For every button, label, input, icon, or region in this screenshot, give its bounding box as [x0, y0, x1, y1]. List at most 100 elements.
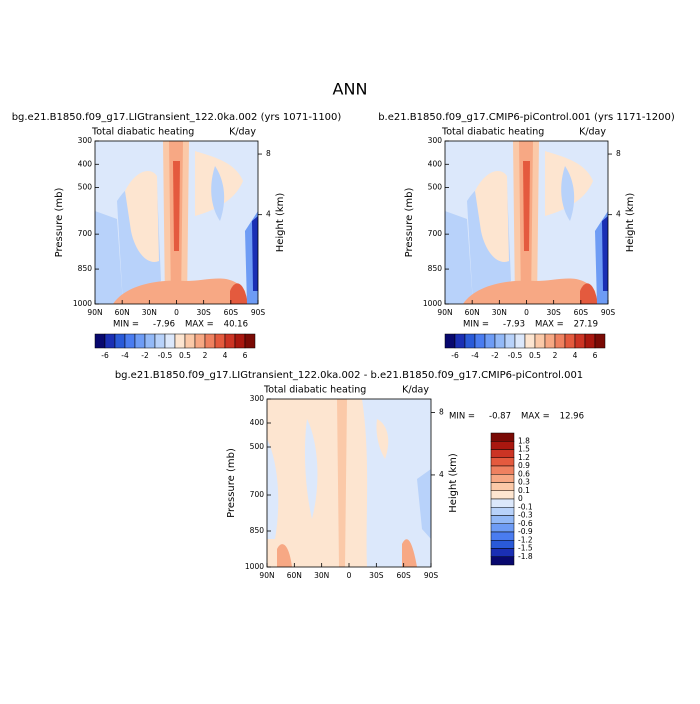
y-tick-label: 400	[78, 159, 93, 168]
x-tick-label: 60N	[287, 571, 302, 580]
x-tick-label: 30N	[314, 571, 329, 580]
left-label: Total diabatic heating	[441, 127, 544, 138]
x-tick-label: 60S	[224, 308, 239, 317]
colorbar-label: 1.5	[518, 445, 530, 454]
colorbar-box	[490, 515, 515, 524]
colorbar-box	[444, 333, 456, 349]
x-tick-label: 60N	[465, 308, 480, 317]
x-tick-label: 30N	[492, 308, 507, 317]
x-tick-label: 30S	[197, 308, 212, 317]
min-value: -7.96	[153, 320, 175, 330]
colorbar-box	[490, 449, 515, 458]
colorbar-box	[564, 333, 576, 349]
colorbar-label: 2	[553, 351, 558, 360]
contour-field	[267, 399, 431, 567]
y2-tick-label: 4	[616, 210, 621, 219]
colorbar-box	[490, 432, 515, 442]
colorbar-box	[490, 556, 515, 566]
colorbar-label: -0.5	[508, 351, 523, 360]
colorbar-label: 0.5	[179, 351, 191, 360]
colorbar-label: -0.1	[518, 502, 533, 511]
x-tick-label: 60S	[397, 571, 412, 580]
colorbar-box	[490, 531, 515, 541]
x-tick-label: 90S	[424, 571, 439, 580]
colorbar-label: -0.6	[518, 519, 533, 528]
colorbar-box	[214, 333, 226, 349]
colorbar-box	[494, 333, 506, 349]
colorbar-label: -1.2	[518, 535, 533, 544]
colorbar-label: -0.9	[518, 527, 533, 536]
colorbar-label: 4	[223, 351, 228, 360]
colorbar-box	[174, 333, 186, 349]
colorbar-box	[114, 333, 126, 349]
y-tick-label: 1000	[423, 299, 442, 308]
y2-tick-label: 8	[616, 149, 621, 158]
colorbar-box	[524, 333, 536, 349]
colorbar-box	[544, 333, 556, 349]
colorbar-box	[490, 490, 515, 500]
colorbar-label: 6	[243, 351, 248, 360]
colorbar-box	[554, 333, 566, 349]
y-tick-label: 400	[250, 418, 265, 427]
min-text: MIN =	[113, 320, 139, 330]
x-tick-label: 60S	[574, 308, 589, 317]
max-value: 27.19	[574, 320, 598, 330]
max-value: 40.16	[224, 320, 248, 330]
min-value: -7.93	[503, 320, 525, 330]
min-value: -0.87	[489, 412, 511, 422]
x-tick-label: 90N	[437, 308, 452, 317]
colorbar-box	[490, 482, 515, 491]
colorbar-box	[234, 333, 246, 349]
colorbar-box	[454, 333, 466, 349]
colorbar-box	[490, 498, 515, 508]
panel-title: bg.e21.B1850.f09_g17.LIGtransient_122.0k…	[12, 112, 342, 123]
colorbar-box	[124, 333, 136, 349]
colorbar-label: 0.3	[518, 478, 530, 487]
max-text: MAX =	[535, 320, 564, 330]
y-tick-label: 300	[250, 394, 265, 403]
colorbar-box	[504, 333, 516, 349]
min-text: MIN =	[449, 412, 475, 422]
y-tick-label: 700	[78, 229, 93, 238]
panel-title: b.e21.B1850.f09_g17.CMIP6-piControl.001 …	[378, 112, 675, 123]
y-tick-label: 850	[250, 526, 265, 535]
colorbar-box	[464, 333, 476, 349]
colorbar-box	[534, 333, 546, 349]
y-tick-label: 850	[78, 264, 93, 273]
colorbar-box	[490, 548, 515, 557]
colorbar-box	[474, 333, 486, 349]
x-tick-label: 90N	[259, 571, 274, 580]
y-tick-label: 700	[250, 490, 265, 499]
x-tick-label: 0	[524, 308, 529, 317]
y-tick-label: 400	[428, 159, 443, 168]
colorbar-label: -0.5	[158, 351, 173, 360]
panel-title: bg.e21.B1850.f09_g17.LIGtransient_122.0k…	[115, 370, 583, 381]
colorbar-box	[164, 333, 176, 349]
colorbar-label: 4	[573, 351, 578, 360]
colorbar-box	[484, 333, 496, 349]
y-tick-label: 700	[428, 229, 443, 238]
colorbar-box	[244, 333, 256, 349]
colorbar-box	[144, 333, 156, 349]
y-tick-label: 300	[428, 136, 443, 145]
y2-axis-label: Height (km)	[275, 193, 286, 253]
x-tick-label: 30S	[547, 308, 562, 317]
colorbar-label: 1.2	[518, 453, 530, 462]
y-tick-label: 850	[428, 264, 443, 273]
contour-field	[445, 141, 608, 304]
y-tick-label: 500	[78, 183, 93, 192]
colorbar-label: -1.5	[518, 544, 533, 553]
colorbar-label: 6	[593, 351, 598, 360]
figure-title: ANN	[333, 80, 368, 99]
colorbar-box	[584, 333, 596, 349]
colorbar-label: 0	[518, 494, 523, 503]
contour-field	[95, 141, 258, 304]
colorbar-box	[574, 333, 586, 349]
left-label: Total diabatic heating	[91, 127, 194, 138]
x-tick-label: 90N	[87, 308, 102, 317]
colorbar-label: 0.6	[518, 469, 530, 478]
colorbar-label: 1.8	[518, 436, 530, 445]
colorbar-label: -0.3	[518, 511, 533, 520]
max-text: MAX =	[521, 412, 550, 422]
colorbar-box	[224, 333, 236, 349]
